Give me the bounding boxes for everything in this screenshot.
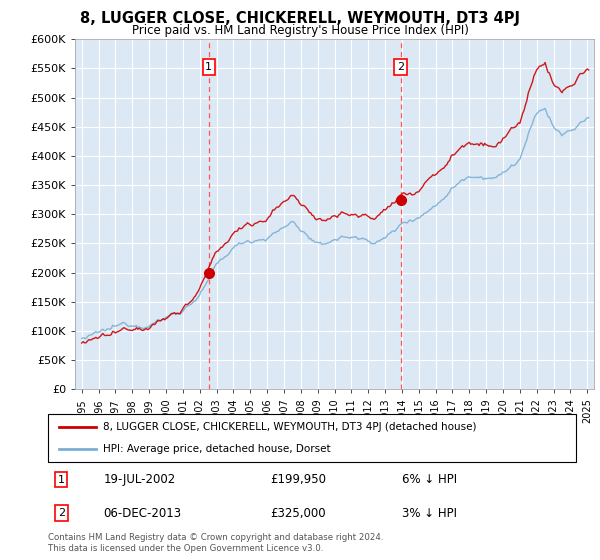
Text: £325,000: £325,000 xyxy=(270,507,325,520)
Text: 6% ↓ HPI: 6% ↓ HPI xyxy=(402,473,457,486)
Text: 2: 2 xyxy=(397,62,404,72)
Text: HPI: Average price, detached house, Dorset: HPI: Average price, detached house, Dors… xyxy=(103,444,331,454)
Text: 19-JUL-2002: 19-JUL-2002 xyxy=(103,473,176,486)
Text: 3% ↓ HPI: 3% ↓ HPI xyxy=(402,507,457,520)
FancyBboxPatch shape xyxy=(48,414,576,462)
Text: 2: 2 xyxy=(58,508,65,518)
Text: 8, LUGGER CLOSE, CHICKERELL, WEYMOUTH, DT3 4PJ: 8, LUGGER CLOSE, CHICKERELL, WEYMOUTH, D… xyxy=(80,11,520,26)
Text: Price paid vs. HM Land Registry's House Price Index (HPI): Price paid vs. HM Land Registry's House … xyxy=(131,24,469,36)
Text: Contains HM Land Registry data © Crown copyright and database right 2024.
This d: Contains HM Land Registry data © Crown c… xyxy=(48,533,383,553)
Text: 8, LUGGER CLOSE, CHICKERELL, WEYMOUTH, DT3 4PJ (detached house): 8, LUGGER CLOSE, CHICKERELL, WEYMOUTH, D… xyxy=(103,422,477,432)
Text: £199,950: £199,950 xyxy=(270,473,326,486)
Text: 1: 1 xyxy=(58,475,65,484)
Text: 1: 1 xyxy=(205,62,212,72)
Text: 06-DEC-2013: 06-DEC-2013 xyxy=(103,507,182,520)
